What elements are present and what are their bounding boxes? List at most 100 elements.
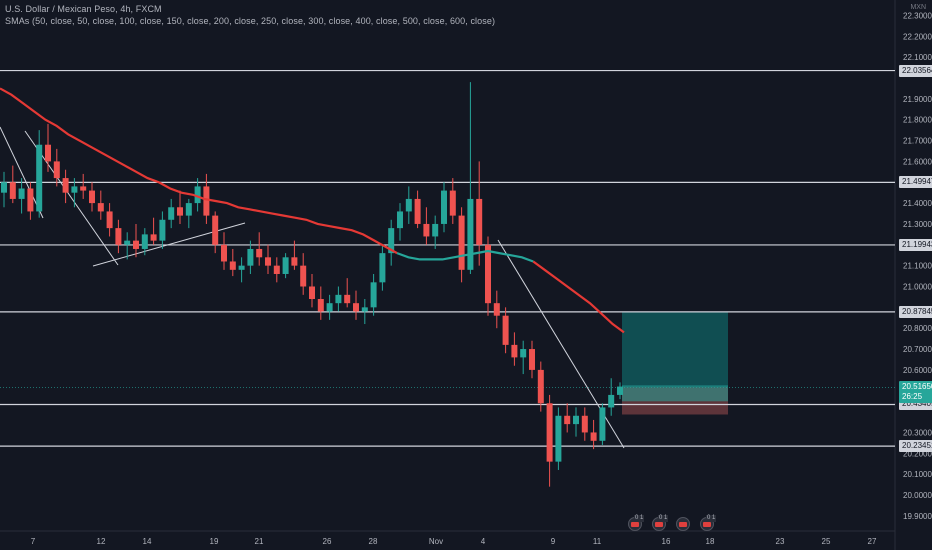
candle-body[interactable] — [27, 188, 34, 212]
symbol-title[interactable]: U.S. Dollar / Mexican Peso, 4h, FXCM — [5, 4, 162, 14]
candle-body[interactable] — [229, 261, 236, 270]
candle-body[interactable] — [62, 178, 69, 193]
price-tick-label: 21.60000 — [903, 157, 932, 166]
candle-body[interactable] — [221, 244, 227, 262]
candle-body[interactable] — [617, 386, 623, 395]
candle-body[interactable] — [546, 403, 553, 462]
candle-body[interactable] — [9, 182, 16, 199]
time-tick-label: 11 — [593, 537, 602, 546]
candle-body[interactable] — [247, 248, 254, 266]
candle-body[interactable] — [449, 190, 456, 216]
candle-body[interactable] — [18, 188, 25, 199]
candle-body[interactable] — [159, 219, 166, 241]
event-count-badge: 0 1 — [634, 515, 645, 522]
current-price-value: 20.51650 — [902, 382, 932, 392]
time-tick-label: 14 — [143, 537, 152, 546]
trend-line[interactable] — [92, 222, 246, 267]
candle-body[interactable] — [388, 228, 395, 254]
candle-body[interactable] — [36, 144, 43, 212]
trend-line[interactable] — [0, 126, 44, 219]
time-tick-label: 4 — [481, 537, 486, 546]
candle-body[interactable] — [282, 257, 289, 274]
candle-body[interactable] — [45, 144, 51, 162]
candle-body[interactable] — [441, 190, 447, 224]
candle-body[interactable] — [177, 207, 183, 216]
candle-body[interactable] — [581, 415, 588, 433]
candle-body[interactable] — [397, 211, 403, 229]
candle-body[interactable] — [291, 257, 298, 266]
candle-body[interactable] — [520, 349, 527, 358]
level-price-tag: 21.49947 — [899, 176, 932, 189]
candle-body[interactable] — [326, 303, 333, 312]
candle-body[interactable] — [485, 244, 491, 304]
candle-body[interactable] — [467, 198, 474, 270]
sma-line-down[interactable] — [532, 260, 625, 334]
candle-body[interactable] — [537, 369, 544, 404]
candle-body[interactable] — [115, 228, 122, 245]
candle-body[interactable] — [300, 265, 307, 287]
candle-body[interactable] — [141, 234, 148, 249]
candle-body[interactable] — [80, 186, 87, 191]
candle-body[interactable] — [458, 215, 465, 270]
bar-countdown: 26:25 — [902, 392, 923, 402]
time-tick-label: Nov — [429, 537, 443, 546]
candle-body[interactable] — [423, 223, 430, 237]
candle-body[interactable] — [335, 294, 342, 304]
candle-body[interactable] — [185, 203, 192, 216]
candle-body[interactable] — [106, 211, 113, 229]
candle-body[interactable] — [564, 415, 571, 425]
candle-body[interactable] — [133, 240, 139, 249]
target-zone[interactable] — [622, 311, 728, 388]
economic-event-flag-icon[interactable] — [676, 517, 690, 531]
candle-body[interactable] — [317, 299, 324, 312]
candle-body[interactable] — [238, 265, 245, 270]
price-tick-label: 19.90000 — [903, 512, 932, 521]
price-tick-label: 21.40000 — [903, 199, 932, 208]
candle-body[interactable] — [150, 234, 157, 241]
candle-body[interactable] — [379, 253, 386, 283]
level-price-tag: 21.19943 — [899, 238, 932, 251]
candle-body[interactable] — [309, 286, 315, 300]
candle-body[interactable] — [168, 207, 175, 220]
time-tick-label: 16 — [662, 537, 671, 546]
candle-body[interactable] — [97, 203, 104, 212]
currency-label: MXN — [910, 4, 926, 11]
candle-body[interactable] — [432, 223, 439, 237]
candle-body[interactable] — [511, 344, 518, 358]
candle-body[interactable] — [370, 282, 377, 308]
candle-body[interactable] — [71, 186, 78, 193]
candle-body[interactable] — [124, 240, 131, 245]
candle-body[interactable] — [493, 303, 500, 316]
sma-line-down[interactable] — [0, 87, 398, 255]
candle-body[interactable] — [361, 307, 368, 312]
candle-body[interactable] — [529, 349, 535, 370]
candle-body[interactable] — [590, 432, 597, 441]
candle-body[interactable] — [1, 182, 7, 193]
price-tick-label: 20.80000 — [903, 324, 932, 333]
candle-body[interactable] — [256, 248, 263, 258]
candle-body[interactable] — [203, 186, 210, 216]
time-tick-label: 21 — [255, 537, 264, 546]
candle-body[interactable] — [599, 407, 606, 441]
candle-body[interactable] — [344, 294, 351, 304]
candle-body[interactable] — [53, 161, 60, 179]
price-tick-label: 20.10000 — [903, 470, 932, 479]
sma-indicator-label[interactable]: SMAs (50, close, 50, close, 100, close, … — [5, 16, 496, 26]
candle-body[interactable] — [194, 186, 201, 204]
candle-body[interactable] — [414, 198, 421, 224]
candle-body[interactable] — [502, 315, 509, 345]
candle-body[interactable] — [555, 415, 562, 462]
candle-body[interactable] — [265, 257, 271, 266]
candle-body[interactable] — [353, 303, 359, 312]
candle-body[interactable] — [89, 190, 95, 204]
candle-body[interactable] — [212, 215, 219, 245]
candle-body[interactable] — [573, 415, 579, 425]
candle-body[interactable] — [608, 394, 615, 408]
price-tick-label: 21.70000 — [903, 137, 932, 146]
candle-body[interactable] — [273, 265, 280, 274]
candle-body[interactable] — [476, 198, 483, 245]
candle-body[interactable] — [405, 198, 412, 212]
sma-line-up[interactable] — [396, 249, 534, 263]
